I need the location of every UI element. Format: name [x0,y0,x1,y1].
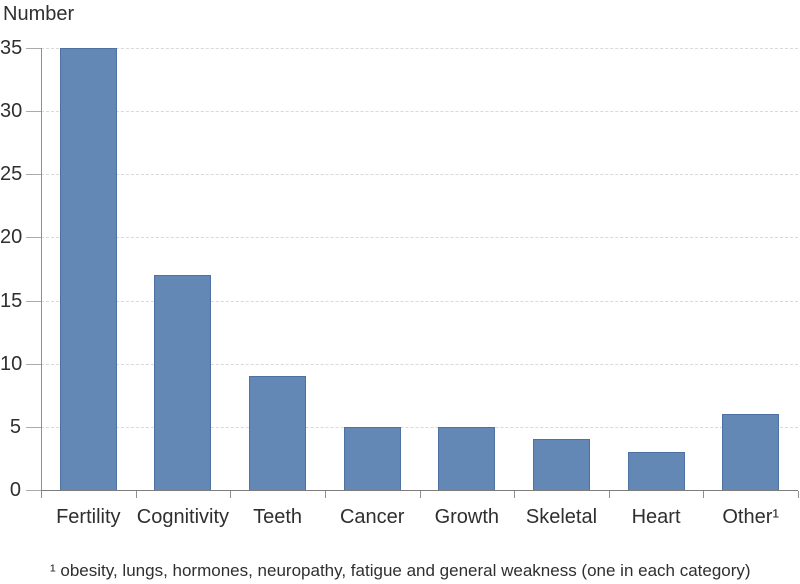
x-category-label-7: Other¹ [722,506,780,528]
x-tick-0 [41,491,42,498]
x-tick-8 [798,491,799,498]
gridline-25 [41,174,798,176]
y-tick-label-25: 25 [0,163,23,186]
y-tick-0 [26,490,41,491]
x-tick-6 [609,491,610,498]
y-tick-label-30: 30 [0,100,23,123]
gridline-35 [41,48,798,49]
y-axis-line [41,48,42,498]
y-axis-title: Number [3,3,75,25]
y-tick-10 [26,363,41,365]
bar-fertility [60,48,117,490]
bar-other [722,414,779,490]
y-tick-30 [26,111,41,113]
y-tick-label-0: 0 [9,479,21,501]
gridline-15 [41,300,798,302]
y-tick-20 [26,237,41,239]
x-category-label-1: Cognitivity [136,506,230,528]
x-category-label-0: Fertility [56,506,121,528]
x-tick-5 [514,491,515,498]
bar-cancer [344,427,401,490]
x-axis-line [41,490,798,491]
gridline-20 [41,237,798,239]
bar-skeletal [533,439,590,490]
x-category-label-3: Cancer [339,506,405,528]
x-tick-1 [136,491,137,498]
bar-heart [628,452,685,490]
y-tick-label-10: 10 [0,352,23,375]
y-tick-label-35: 35 [0,37,23,59]
y-tick-25 [26,174,41,176]
x-category-label-6: Heart [631,506,681,528]
y-tick-label-5: 5 [9,415,21,438]
gridline-30 [41,111,798,113]
y-tick-5 [26,426,41,428]
bar-growth [438,427,495,490]
x-tick-2 [230,491,231,498]
y-tick-label-15: 15 [0,289,23,312]
gridline-5 [41,426,798,428]
x-tick-3 [325,491,326,498]
y-tick-15 [26,300,41,302]
bar-teeth [249,376,306,490]
x-tick-7 [703,491,704,498]
x-category-label-2: Teeth [253,506,303,528]
gridline-10 [41,363,798,365]
x-tick-4 [420,491,421,498]
x-category-label-5: Skeletal [525,506,598,528]
x-category-label-4: Growth [434,506,500,528]
y-tick-35 [26,48,41,49]
footnote: ¹ obesity, lungs, hormones, neuropathy, … [50,561,751,580]
y-tick-label-20: 20 [0,226,23,249]
bar-cognitivity [154,275,211,490]
